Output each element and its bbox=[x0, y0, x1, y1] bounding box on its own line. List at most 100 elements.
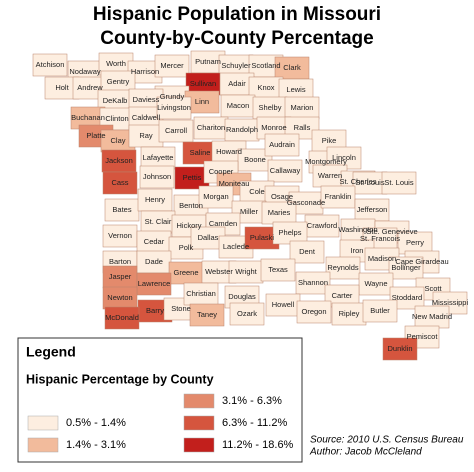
county-label: Audrain bbox=[269, 140, 295, 149]
county-label: Wayne bbox=[364, 279, 387, 288]
county-label: Benton bbox=[179, 201, 203, 210]
county-label: Newton bbox=[107, 293, 132, 302]
county-label: St. Francois bbox=[360, 234, 400, 243]
county-label: Worth bbox=[106, 59, 126, 68]
county-label: Douglas bbox=[228, 292, 256, 301]
county bbox=[32, 53, 68, 77]
county bbox=[320, 185, 356, 209]
county bbox=[325, 256, 361, 280]
county-label: Camden bbox=[209, 219, 237, 228]
county-label: Osage bbox=[271, 192, 293, 201]
county bbox=[229, 302, 265, 326]
county-label: Butler bbox=[370, 306, 390, 315]
county-label: Ste. Genevieve bbox=[366, 227, 417, 236]
county-label: Carter bbox=[332, 291, 353, 300]
county-label: Henry bbox=[145, 195, 165, 204]
county bbox=[296, 300, 332, 324]
county-label: Ripley bbox=[339, 309, 360, 318]
county-label: Jasper bbox=[109, 272, 132, 281]
county-label: Callaway bbox=[270, 166, 301, 175]
county bbox=[139, 165, 175, 189]
county-label: Polk bbox=[179, 243, 194, 252]
county-label: Jackson bbox=[105, 156, 133, 165]
county-label: Shannon bbox=[298, 278, 328, 287]
legend-subtitle: Hispanic Percentage by County bbox=[26, 372, 214, 386]
county-label: Gentry bbox=[107, 77, 130, 86]
county-label: Saline bbox=[190, 148, 211, 157]
county-label: Clark bbox=[283, 63, 301, 72]
county-label: Pemiscot bbox=[407, 332, 439, 341]
county bbox=[104, 306, 140, 330]
county bbox=[260, 258, 296, 282]
source: Source: 2010 U.S. Census Bureau bbox=[310, 435, 464, 446]
county-label: Lincoln bbox=[332, 153, 356, 162]
county-label: Dunklin bbox=[387, 344, 412, 353]
county bbox=[388, 256, 424, 280]
county-label: Montgomery bbox=[305, 157, 347, 166]
county-label: Miller bbox=[240, 207, 258, 216]
legend-swatch bbox=[27, 415, 59, 431]
county-label: St. Charles bbox=[339, 177, 376, 186]
county-label: Bates bbox=[112, 205, 131, 214]
county-label: Dent bbox=[299, 247, 316, 256]
county-label: Morgan bbox=[203, 192, 228, 201]
county-label: Clinton bbox=[105, 114, 128, 123]
county-label: Laclede bbox=[223, 242, 249, 251]
county-label: Pettis bbox=[183, 173, 202, 182]
county-label: Pike bbox=[322, 136, 337, 145]
county bbox=[102, 171, 138, 195]
county-label: Shelby bbox=[259, 103, 282, 112]
county-label: St. Clair bbox=[145, 217, 172, 226]
county-label: Jefferson bbox=[357, 205, 388, 214]
county-label: Reynolds bbox=[327, 263, 359, 272]
county-label: Hickory bbox=[176, 221, 201, 230]
county-label: DeKalb bbox=[103, 96, 128, 105]
legend-label: 0.5% - 1.4% bbox=[66, 417, 126, 429]
legend-swatch bbox=[183, 415, 215, 431]
legend-swatch bbox=[183, 393, 215, 409]
county-label: Stoddard bbox=[392, 293, 422, 302]
county-label: Franklin bbox=[325, 192, 352, 201]
county bbox=[264, 133, 300, 157]
county-label: Grundy bbox=[160, 92, 185, 101]
county-label: Lewis bbox=[286, 85, 305, 94]
county bbox=[267, 159, 303, 183]
county-label: Stone bbox=[171, 304, 191, 313]
county-label: Buchanan bbox=[71, 113, 105, 122]
legend-swatch bbox=[27, 437, 59, 453]
county-label: Dade bbox=[145, 257, 163, 266]
county-label: Carroll bbox=[165, 126, 187, 135]
county-label: Monroe bbox=[261, 123, 286, 132]
county-label: Howard bbox=[216, 147, 242, 156]
county-label: St. Louis bbox=[384, 178, 413, 187]
county-label: Nodaway bbox=[69, 67, 101, 76]
county-label: Livingston bbox=[157, 103, 191, 112]
legend-title: Legend bbox=[26, 344, 76, 360]
county-label: Crawford bbox=[307, 221, 337, 230]
county-label: New Madrid bbox=[412, 312, 452, 321]
county-label: Harrison bbox=[131, 67, 159, 76]
county-label: Bollinger bbox=[391, 263, 421, 272]
county-label: Christian bbox=[186, 289, 216, 298]
county bbox=[295, 271, 331, 295]
county-label: Atchison bbox=[36, 60, 65, 69]
title-line: County-by-County Percentage bbox=[100, 28, 373, 49]
county-label: Knox bbox=[257, 83, 274, 92]
county bbox=[358, 272, 394, 296]
county bbox=[362, 299, 398, 323]
legend-items: 0.5% - 1.4% 1.4% - 3.1% 3.1% - 6.3% 6.3% - … bbox=[27, 393, 294, 453]
county-label: Macon bbox=[227, 101, 250, 110]
county-label: Taney bbox=[197, 310, 217, 319]
county-label: Scott bbox=[424, 284, 442, 293]
county-label: Platte bbox=[86, 131, 105, 140]
county bbox=[198, 185, 234, 209]
county-label: Gasconade bbox=[287, 198, 325, 207]
county-label: Adair bbox=[228, 79, 246, 88]
county-label: Webster bbox=[205, 267, 233, 276]
county bbox=[381, 171, 417, 195]
legend-label: 6.3% - 11.2% bbox=[222, 417, 287, 429]
county-label: Boone bbox=[244, 155, 266, 164]
county-label: Chariton bbox=[197, 123, 225, 132]
